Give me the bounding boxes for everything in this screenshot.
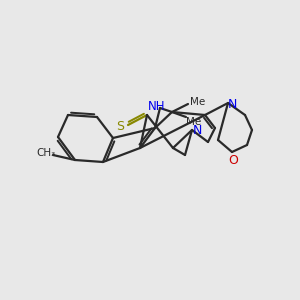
Text: CH₃: CH₃ — [36, 148, 56, 158]
Text: N: N — [192, 124, 202, 137]
Text: O: O — [228, 154, 238, 166]
Text: N: N — [227, 98, 237, 112]
Text: NH: NH — [148, 100, 166, 112]
Text: Me: Me — [190, 97, 206, 107]
Text: Me: Me — [186, 117, 202, 127]
Text: S: S — [116, 121, 124, 134]
